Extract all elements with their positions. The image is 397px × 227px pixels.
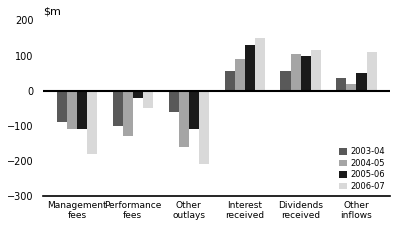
Bar [291,54,301,91]
Bar [77,91,87,129]
Bar [67,91,77,129]
Bar [189,91,199,129]
Bar [301,56,310,91]
Bar [225,71,235,91]
Bar [143,91,153,108]
Bar [87,91,97,154]
Bar [347,84,357,91]
Bar [336,78,347,91]
Bar [310,50,321,91]
Bar [169,91,179,112]
Bar [57,91,67,122]
Bar [235,59,245,91]
Bar [245,45,255,91]
Legend: 2003-04, 2004-05, 2005-06, 2006-07: 2003-04, 2004-05, 2005-06, 2006-07 [335,144,388,194]
Bar [113,91,123,126]
Bar [199,91,209,164]
Text: $m: $m [43,7,61,17]
Bar [179,91,189,147]
Bar [123,91,133,136]
Bar [280,71,291,91]
Bar [133,91,143,98]
Bar [366,52,377,91]
Bar [255,38,265,91]
Bar [357,73,366,91]
